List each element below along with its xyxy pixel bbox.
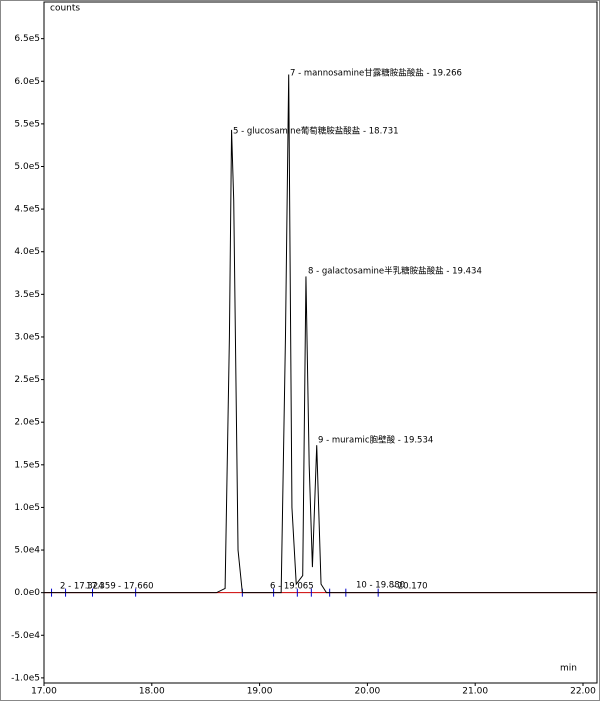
- peak-annotation: - 20.170: [392, 582, 428, 592]
- y-tick-label: 6.5e5: [14, 34, 40, 44]
- y-tick-label: 3.0e5: [14, 332, 40, 342]
- y-tick-label: 2.5e5: [14, 375, 40, 385]
- x-tick-label: 22.00: [570, 687, 596, 697]
- peak-annotation: 10 - 19.880: [356, 581, 405, 591]
- y-tick-label: 4.0e5: [14, 247, 40, 257]
- x-tick-label: 21.00: [462, 687, 488, 697]
- peak-annotation: 8 - galactosamine半乳糖胺盐酸盐 - 19.434: [308, 266, 482, 277]
- y-tick-label: -1.0e5: [11, 673, 40, 683]
- peak-annotation: 7 - mannosamine甘露糖胺盐酸盐 - 19.266: [290, 68, 462, 79]
- y-tick-label: 1.0e5: [14, 503, 40, 513]
- y-tick-label: 0.0e0: [14, 588, 40, 598]
- trace: [44, 74, 597, 594]
- y-tick-label: 6.0e5: [14, 77, 40, 87]
- y-tick-label: 2.0e5: [14, 418, 40, 428]
- peak-annotation: 6 - 19.065: [270, 582, 314, 592]
- peak-annotation: - 17.660: [118, 582, 154, 592]
- y-tick-label: 5.0e4: [14, 546, 40, 556]
- plot-frame: [43, 1, 598, 684]
- x-axis-label: min: [560, 664, 577, 674]
- peak-annotation: 2 - 17.324: [60, 582, 104, 592]
- y-tick-label: 1.5e5: [14, 460, 40, 470]
- peak-annotation: 5 - glucosamine葡萄糖胺盐酸盐 - 18.731: [233, 126, 399, 137]
- y-tick-label: 4.5e5: [14, 205, 40, 215]
- y-tick-label: 5.0e5: [14, 162, 40, 172]
- y-tick-label: 5.5e5: [14, 119, 40, 129]
- y-axis-label: counts: [50, 4, 80, 14]
- y-tick-label: -5.0e4: [11, 631, 40, 641]
- peak-annotation: 17.359: [86, 582, 116, 592]
- x-tick-label: 17.00: [31, 687, 57, 697]
- x-tick-label: 19.00: [247, 687, 273, 697]
- peak-annotation: 9 - muramic胞壁酸 - 19.534: [318, 435, 433, 446]
- x-tick-label: 20.00: [355, 687, 381, 697]
- x-tick-label: 18.00: [139, 687, 165, 697]
- y-tick-label: 3.5e5: [14, 290, 40, 300]
